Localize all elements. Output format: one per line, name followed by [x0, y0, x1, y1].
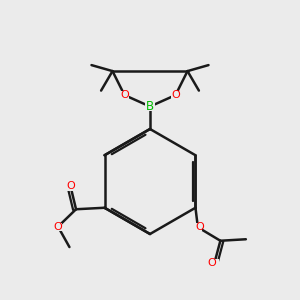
- Text: O: O: [207, 258, 216, 268]
- Text: O: O: [120, 90, 129, 100]
- Bar: [210, 259, 219, 267]
- Text: O: O: [195, 222, 204, 232]
- Bar: [66, 183, 75, 191]
- Bar: [145, 102, 155, 111]
- Text: B: B: [146, 100, 154, 113]
- Bar: [120, 91, 129, 99]
- Bar: [54, 223, 62, 230]
- Text: O: O: [66, 181, 75, 191]
- Bar: [171, 91, 180, 99]
- Bar: [194, 223, 202, 231]
- Text: O: O: [171, 90, 180, 100]
- Text: O: O: [54, 222, 62, 232]
